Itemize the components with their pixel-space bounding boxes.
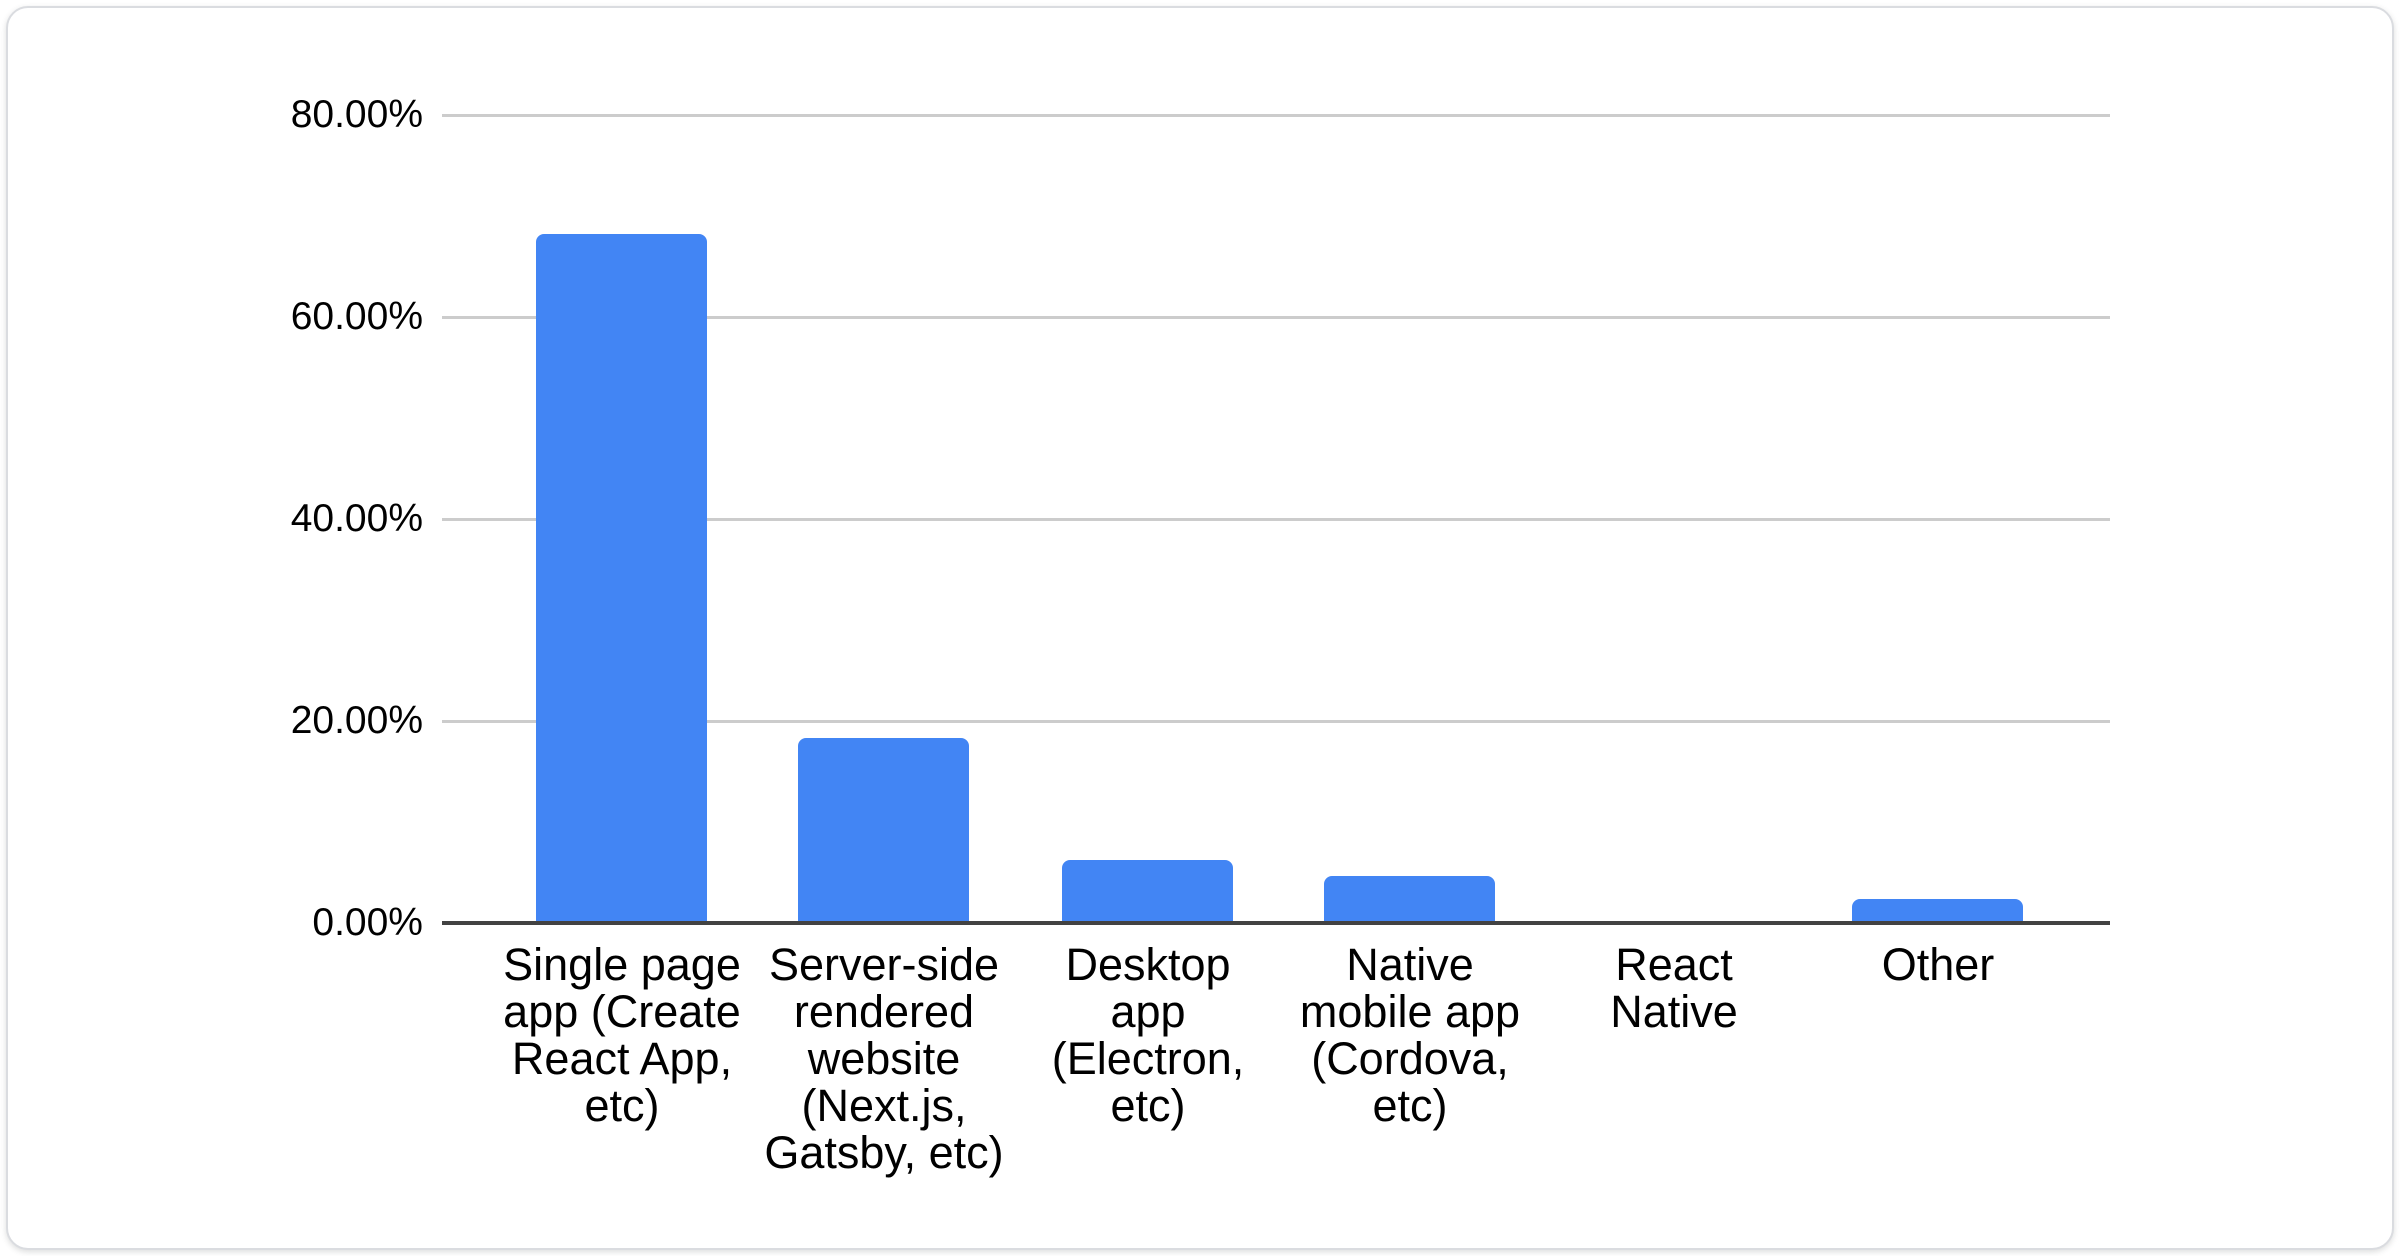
x-axis-label-line: rendered xyxy=(793,986,975,1037)
x-axis-label-line: React xyxy=(1615,939,1733,990)
x-axis-label-line: (Cordova, xyxy=(1311,1033,1509,1084)
x-axis-label-line: etc) xyxy=(1372,1080,1448,1131)
x-axis-label-line: etc) xyxy=(1110,1080,1186,1131)
gridline xyxy=(442,720,2110,723)
x-axis-label-line: Native xyxy=(1610,986,1738,1037)
bar-2 xyxy=(798,738,969,923)
x-axis-label-line: app (Create xyxy=(503,986,741,1037)
bar-3 xyxy=(1062,860,1233,923)
x-axis-label-line: (Electron, xyxy=(1051,1033,1245,1084)
x-axis-label-line: Desktop xyxy=(1065,939,1231,990)
x-axis-label-line: etc) xyxy=(584,1080,660,1131)
x-axis-label-line: (Next.js, xyxy=(801,1080,967,1131)
y-axis-tick-label: 40.00% xyxy=(290,497,423,540)
bar-1 xyxy=(536,234,707,923)
gridline xyxy=(442,518,2110,521)
gridline xyxy=(442,316,2110,319)
x-axis-category-label: Other xyxy=(1795,941,2081,988)
x-axis-category-label: React Native xyxy=(1531,941,1817,1035)
y-axis-tick-label: 0.00% xyxy=(312,901,423,944)
y-axis-tick-label: 20.00% xyxy=(290,699,423,742)
chart-card xyxy=(6,6,2394,1250)
bar-6 xyxy=(1852,899,2023,923)
x-axis-label-line: React App, xyxy=(511,1033,733,1084)
x-axis-label-line: Native xyxy=(1346,939,1474,990)
y-axis-tick-label: 60.00% xyxy=(290,295,423,338)
x-axis-label-line: Single page xyxy=(503,939,741,990)
bar-4 xyxy=(1324,876,1495,923)
x-axis-label-line: mobile app xyxy=(1299,986,1521,1037)
x-axis-label-line: Other xyxy=(1881,939,1995,990)
gridline xyxy=(442,114,2110,117)
x-axis-category-label: Desktop app (Electron, etc) xyxy=(1005,941,1291,1129)
x-axis-label-line: Server-side xyxy=(768,939,1000,990)
x-axis-category-label: Single page app (Create React App, etc) xyxy=(479,941,765,1129)
x-axis-category-label: Server-side rendered website (Next.js, Gatsb… xyxy=(741,941,1027,1176)
y-axis-tick-label: 80.00% xyxy=(290,93,423,136)
x-axis-baseline xyxy=(442,921,2110,925)
x-axis-category-label: Native mobile app (Cordova, etc) xyxy=(1267,941,1553,1129)
x-axis-label-line: Gatsby, etc) xyxy=(764,1127,1004,1178)
x-axis-label-line: app xyxy=(1110,986,1186,1037)
x-axis-label-line: website xyxy=(807,1033,961,1084)
